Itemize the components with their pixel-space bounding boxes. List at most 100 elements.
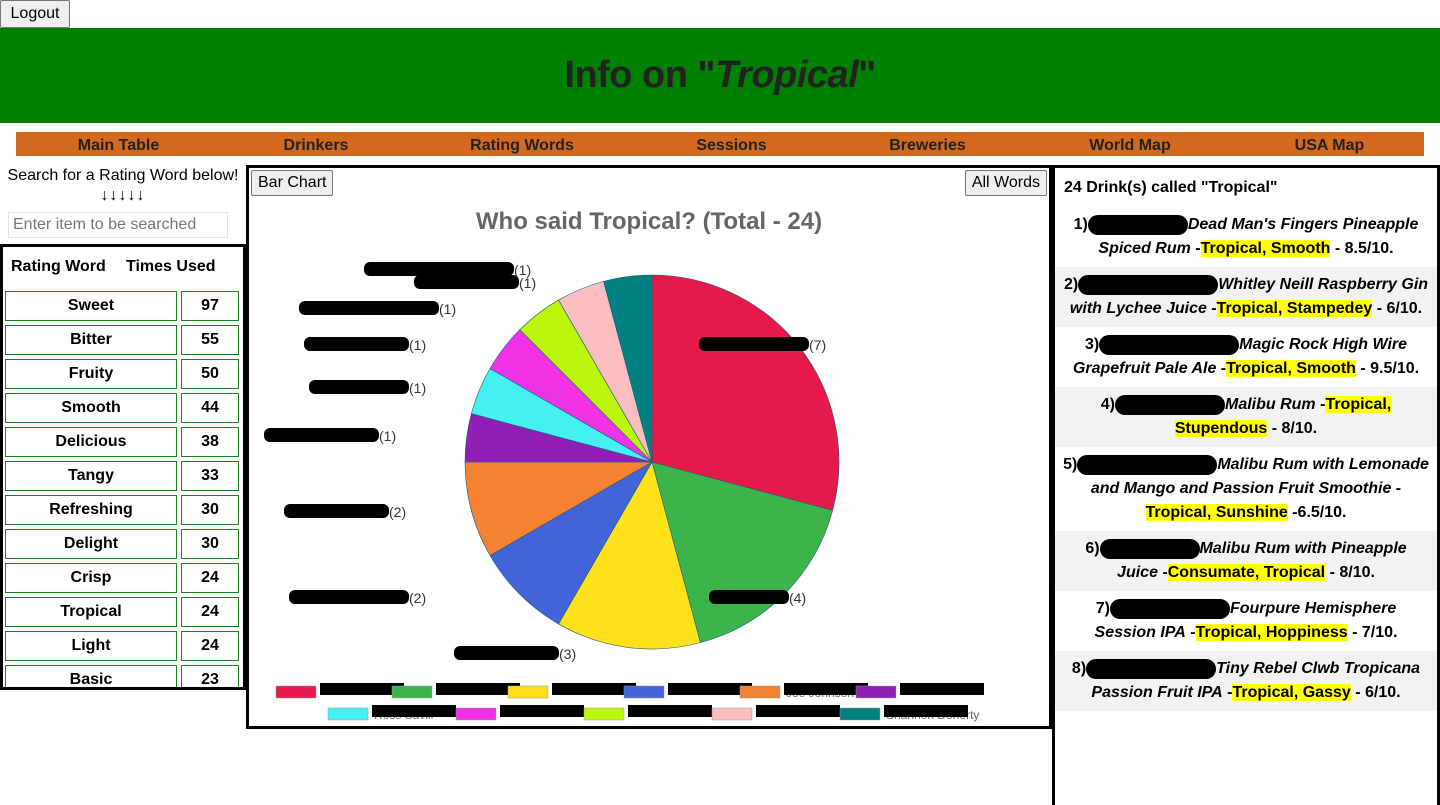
redacted-name (414, 275, 519, 289)
nav-usa-map[interactable]: USA Map (1294, 137, 1365, 154)
rating-word-cell[interactable]: Delight (5, 529, 177, 559)
legend-swatch[interactable] (623, 685, 665, 699)
logout-button[interactable]: Logout (0, 0, 70, 28)
legend-swatch[interactable] (839, 707, 881, 721)
rating-row[interactable]: Basic 23 (5, 665, 243, 687)
rating-word-cell[interactable]: Tangy (5, 461, 177, 491)
drink-number: 1) (1073, 216, 1088, 233)
redacted-legend-name (756, 705, 840, 717)
nav-breweries[interactable]: Breweries (889, 137, 966, 154)
drink-entry[interactable]: 4) Malibu Rum -Tropical, Stupendous - 8/1… (1055, 387, 1437, 447)
all-words-button[interactable]: All Words (964, 170, 1047, 196)
drink-entry[interactable]: 5) Malibu Rum with Lemonade and Mango and… (1055, 447, 1437, 531)
col-header-rating-word: Rating Word (11, 258, 106, 275)
redacted-drinker (1109, 598, 1230, 619)
drink-separator: - (1185, 624, 1196, 641)
rating-row[interactable]: Light 24 (5, 631, 243, 661)
redacted-name (284, 504, 389, 518)
drink-entry[interactable]: 8) Tiny Rebel Clwb Tropicana Passion Frui… (1055, 651, 1437, 711)
nav-main-table[interactable]: Main Table (77, 137, 160, 154)
legend-swatch[interactable] (583, 707, 625, 721)
rating-word-table: Rating Word Times Used Sweet 97 Bitter 55 Fr… (0, 244, 246, 690)
rating-row[interactable]: Tangy 33 (5, 461, 243, 491)
redacted-name (299, 301, 439, 315)
drink-name: Malibu Rum (1224, 396, 1316, 413)
redacted-drinker (1099, 334, 1240, 355)
legend-swatch[interactable] (327, 707, 369, 721)
bar-chart-button[interactable]: Bar Chart (251, 170, 334, 196)
chart-panel: Bar Chart All Words Who said Tropical? (… (246, 165, 1052, 729)
times-used-cell: 23 (181, 665, 239, 687)
main-nav: Main Table Drinkers Rating Words Session… (16, 132, 1424, 156)
slice-value-label: (2) (409, 590, 426, 606)
redacted-drinker (1114, 394, 1225, 415)
rating-word-cell[interactable]: Tropical (5, 597, 177, 627)
redacted-name (709, 590, 789, 604)
legend-swatch[interactable] (507, 685, 549, 699)
redacted-drinker (1086, 658, 1217, 679)
rating-row[interactable]: Crisp 24 (5, 563, 243, 593)
legend-swatch[interactable] (275, 685, 317, 699)
rating-words-highlight: Tropical, Hoppiness (1195, 624, 1348, 641)
rating-row[interactable]: Delicious 38 (5, 427, 243, 457)
rating-row[interactable]: Fruity 50 (5, 359, 243, 389)
drink-entry[interactable]: 1) Dead Man's Fingers Pineapple Spiced Ru… (1055, 207, 1437, 267)
rating-word-cell[interactable]: Basic (5, 665, 177, 687)
legend-swatch[interactable] (711, 707, 753, 721)
times-used-cell: 55 (181, 325, 239, 355)
rating-row[interactable]: Delight 30 (5, 529, 243, 559)
pie-slice[interactable] (489, 461, 653, 625)
rating-word-cell[interactable]: Sweet (5, 291, 177, 321)
redacted-name (304, 337, 409, 351)
slice-value-label: (3) (559, 646, 576, 662)
legend-swatch[interactable] (391, 685, 433, 699)
pie-slice[interactable] (464, 461, 654, 556)
rating-word-cell[interactable]: Smooth (5, 393, 177, 423)
rating-word-cell[interactable]: Delicious (5, 427, 177, 457)
drink-rating: - 7/10. (1347, 624, 1398, 641)
nav-rating-words[interactable]: Rating Words (470, 137, 574, 154)
rating-word-cell[interactable]: Crisp (5, 563, 177, 593)
redacted-drinker (1087, 214, 1188, 235)
drink-number: 7) (1095, 600, 1110, 617)
drink-number: 6) (1085, 540, 1100, 557)
pie-slice[interactable] (558, 461, 701, 650)
slice-value-label: (7) (809, 337, 826, 353)
drink-number: 8) (1071, 660, 1087, 677)
rating-words-highlight: Tropical, Smooth (1200, 240, 1331, 257)
redacted-legend-name (668, 683, 752, 695)
rating-row[interactable]: Refreshing 30 (5, 495, 243, 525)
redacted-name (364, 262, 514, 276)
rating-row[interactable]: Bitter 55 (5, 325, 243, 355)
rating-word-cell[interactable]: Refreshing (5, 495, 177, 525)
nav-world-map[interactable]: World Map (1089, 137, 1171, 154)
drink-entry[interactable]: 2) Whitley Neill Raspberry Gin with Lyche… (1055, 267, 1437, 327)
rating-word-cell[interactable]: Fruity (5, 359, 177, 389)
nav-sessions[interactable]: Sessions (696, 137, 767, 154)
nav-drinkers[interactable]: Drinkers (283, 137, 349, 154)
pie-slice[interactable] (603, 274, 653, 463)
rating-row[interactable]: Smooth 44 (5, 393, 243, 423)
legend-swatch[interactable] (739, 685, 781, 699)
drink-entry[interactable]: 7) Fourpure Hemisphere Session IPA -Tropi… (1055, 591, 1437, 651)
legend-swatch[interactable] (455, 707, 497, 721)
times-used-cell: 24 (181, 597, 239, 627)
drink-name: Tiny Rebel Clwb Tropicana Passion Fruit … (1091, 660, 1421, 701)
slice-value-label: (1) (409, 380, 426, 396)
drink-name: Dead Man's Fingers Pineapple Spiced Rum (1098, 216, 1419, 257)
rating-word-cell[interactable]: Bitter (5, 325, 177, 355)
chart-title: Who said Tropical? (Total - 24) (475, 208, 823, 235)
drink-entry[interactable]: 6) Malibu Rum with Pineapple Juice -Consu… (1055, 531, 1437, 591)
redacted-name (264, 428, 379, 442)
rating-row[interactable]: Sweet 97 (5, 291, 243, 321)
legend-swatch[interactable] (855, 685, 897, 699)
drink-entry[interactable]: 3) Magic Rock High Wire Grapefruit Pale A… (1055, 327, 1437, 387)
search-input[interactable] (8, 212, 228, 238)
redacted-legend-name (320, 683, 404, 695)
redacted-legend-name (436, 683, 520, 695)
times-used-cell: 24 (181, 563, 239, 593)
rating-row[interactable]: Tropical 24 (5, 597, 243, 627)
drink-separator: - (1157, 564, 1168, 581)
rating-word-cell[interactable]: Light (5, 631, 177, 661)
search-caption: Search for a Rating Word below! (7, 167, 239, 184)
